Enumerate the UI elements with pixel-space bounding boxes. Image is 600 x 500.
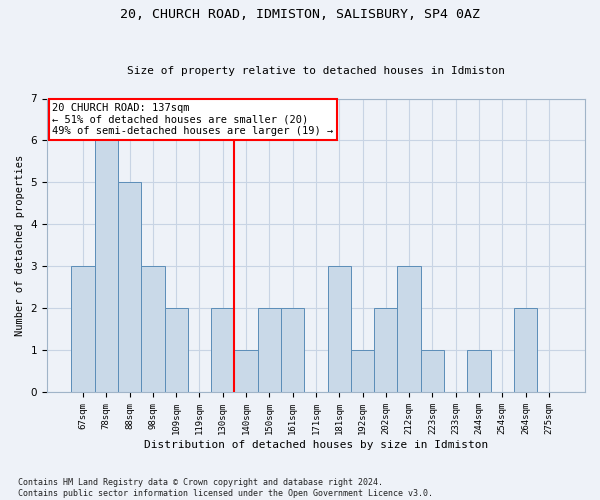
Bar bbox=[71, 266, 95, 392]
Text: Contains HM Land Registry data © Crown copyright and database right 2024.
Contai: Contains HM Land Registry data © Crown c… bbox=[18, 478, 433, 498]
Bar bbox=[328, 266, 351, 392]
Bar bbox=[235, 350, 258, 393]
Bar bbox=[374, 308, 397, 392]
Bar bbox=[95, 140, 118, 392]
Bar bbox=[258, 308, 281, 392]
Title: Size of property relative to detached houses in Idmiston: Size of property relative to detached ho… bbox=[127, 66, 505, 76]
Bar bbox=[397, 266, 421, 392]
Bar bbox=[211, 308, 235, 392]
Bar bbox=[421, 350, 444, 393]
Bar bbox=[514, 308, 537, 392]
Bar bbox=[351, 350, 374, 393]
Bar bbox=[467, 350, 491, 393]
Text: 20 CHURCH ROAD: 137sqm
← 51% of detached houses are smaller (20)
49% of semi-det: 20 CHURCH ROAD: 137sqm ← 51% of detached… bbox=[52, 103, 334, 136]
Bar bbox=[281, 308, 304, 392]
Bar bbox=[141, 266, 164, 392]
Text: 20, CHURCH ROAD, IDMISTON, SALISBURY, SP4 0AZ: 20, CHURCH ROAD, IDMISTON, SALISBURY, SP… bbox=[120, 8, 480, 20]
Bar bbox=[164, 308, 188, 392]
X-axis label: Distribution of detached houses by size in Idmiston: Distribution of detached houses by size … bbox=[144, 440, 488, 450]
Bar bbox=[118, 182, 141, 392]
Y-axis label: Number of detached properties: Number of detached properties bbox=[15, 155, 25, 336]
